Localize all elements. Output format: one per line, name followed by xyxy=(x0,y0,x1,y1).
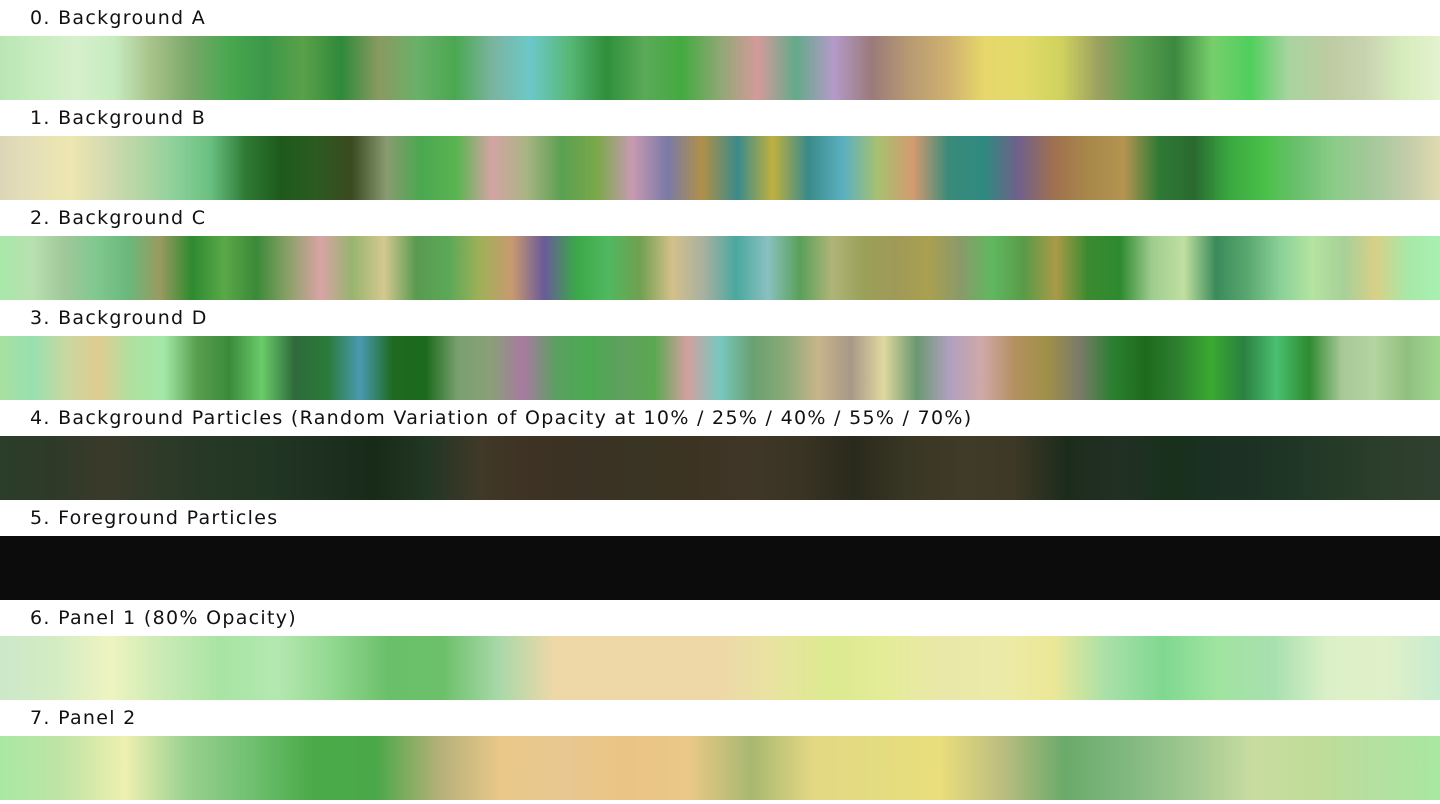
gradient-strip xyxy=(0,236,1440,300)
gradient-row-3: 3. Background D xyxy=(0,300,1440,400)
gradient-label: 3. Background D xyxy=(30,307,208,329)
gradient-strip xyxy=(0,536,1440,600)
gradient-label: 7. Panel 2 xyxy=(30,707,137,729)
gradient-row-2: 2. Background C xyxy=(0,200,1440,300)
gradient-strip xyxy=(0,736,1440,800)
gradient-row-4: 4. Background Particles (Random Variatio… xyxy=(0,400,1440,500)
gradient-strip xyxy=(0,336,1440,400)
gradient-row-0: 0. Background A xyxy=(0,0,1440,100)
gradient-label: 6. Panel 1 (80% Opacity) xyxy=(30,607,297,629)
gradient-strip xyxy=(0,36,1440,100)
gradient-label: 5. Foreground Particles xyxy=(30,507,279,529)
gradient-strip xyxy=(0,636,1440,700)
gradient-label: 4. Background Particles (Random Variatio… xyxy=(30,407,973,429)
gradient-strip xyxy=(0,436,1440,500)
gradient-strip xyxy=(0,136,1440,200)
gradient-row-6: 6. Panel 1 (80% Opacity) xyxy=(0,600,1440,700)
gradient-row-7: 7. Panel 2 xyxy=(0,700,1440,804)
gradient-label: 0. Background A xyxy=(30,7,207,29)
gradient-label: 1. Background B xyxy=(30,107,207,129)
gradient-row-1: 1. Background B xyxy=(0,100,1440,200)
gradient-label: 2. Background C xyxy=(30,207,207,229)
gradient-row-5: 5. Foreground Particles xyxy=(0,500,1440,600)
